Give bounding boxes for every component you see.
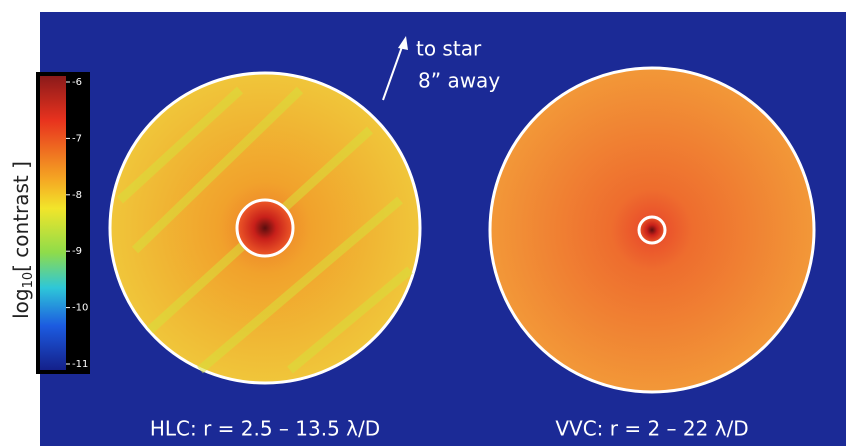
- annotation-text: to star: [416, 37, 482, 61]
- inner-disk: [235, 198, 295, 258]
- label-subscript: 10: [21, 272, 36, 289]
- label-base: log: [9, 288, 33, 319]
- tick-label: -10: [72, 303, 88, 314]
- arrow-head: [398, 36, 408, 50]
- tick-label: -11: [72, 359, 88, 370]
- panel-caption: VVC: r = 2 – 22 λ/D: [555, 417, 748, 441]
- label-rest: [ contrast ]: [9, 161, 33, 272]
- tick-label: -7: [72, 133, 82, 144]
- annotation-text: 8” away: [418, 69, 500, 93]
- inner-disk: [637, 215, 667, 245]
- vvc-map: [488, 66, 816, 394]
- tick-label: -8: [72, 190, 82, 201]
- colorbar: -6 -7 -8 -9 -10 -11: [36, 72, 90, 374]
- arrow-shaft: [382, 43, 404, 101]
- panel-caption: HLC: r = 2.5 – 13.5 λ/D: [150, 417, 380, 441]
- hlc-map: [108, 71, 422, 385]
- tick-label: -6: [72, 77, 82, 88]
- tick-label: -9: [72, 246, 82, 257]
- colorbar-gradient: [40, 76, 66, 370]
- annotation: to star 8” away: [382, 36, 500, 101]
- colorbar-label: log10[ contrast ]: [9, 161, 36, 319]
